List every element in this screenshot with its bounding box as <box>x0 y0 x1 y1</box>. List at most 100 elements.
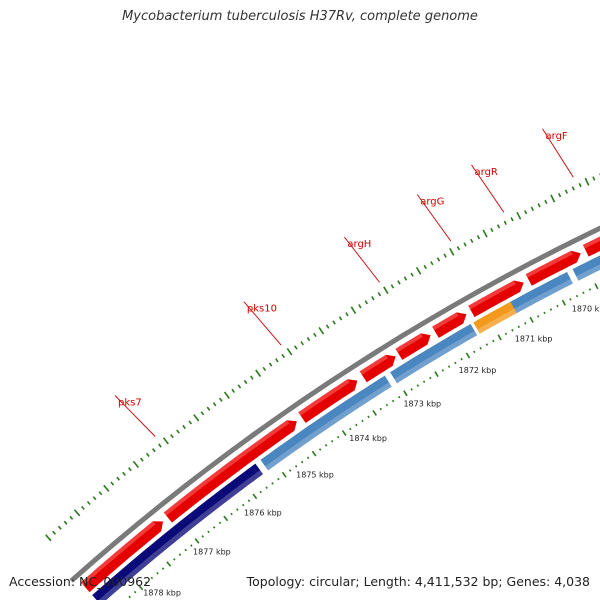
scale-tick <box>133 590 137 594</box>
scale-tick <box>479 346 482 350</box>
gene-leader-line <box>471 164 505 213</box>
scale-tick <box>281 353 285 359</box>
kbp-label: 1873 kbp <box>403 399 441 408</box>
scale-tick <box>403 390 408 397</box>
gene-leader-line <box>416 194 452 242</box>
scale-tick <box>275 358 279 363</box>
scale-tick <box>86 500 91 506</box>
forward-gene-block <box>395 333 431 360</box>
scale-tick <box>116 476 121 481</box>
scale-tick <box>243 379 248 385</box>
scale-tick <box>447 365 451 368</box>
scale-tick <box>398 395 401 399</box>
scale-tick <box>318 448 322 451</box>
scale-tick <box>138 584 144 591</box>
scale-tick <box>449 248 455 256</box>
scale-tick <box>544 199 548 205</box>
scale-tick <box>294 465 298 468</box>
scale-tick <box>434 371 439 378</box>
scale-tick <box>156 571 159 575</box>
scale-tick <box>592 176 596 181</box>
accession-text: Accession: NC_000962 <box>9 574 152 589</box>
scale-tick <box>364 300 369 305</box>
scale-tick <box>173 558 176 561</box>
scale-tick <box>470 238 474 243</box>
scale-tick <box>391 399 395 403</box>
scale-tick <box>188 420 193 425</box>
scale-tick <box>218 397 223 402</box>
kbp-label: 1870 kbp <box>572 305 600 314</box>
scale-tick <box>330 439 334 443</box>
scale-tick <box>383 286 389 295</box>
scale-tick <box>410 388 413 391</box>
reverse-gene-block <box>473 301 517 334</box>
scale-tick <box>288 469 292 472</box>
scale-tick <box>575 294 579 298</box>
genome-title: Mycobacterium tuberculosis H37Rv, comple… <box>122 9 478 24</box>
scale-tick <box>294 345 298 350</box>
reverse-strand-track <box>92 255 600 600</box>
scale-tick <box>268 362 273 367</box>
scale-tick <box>578 182 582 188</box>
scale-tick <box>336 435 340 439</box>
scale-tick <box>194 538 200 544</box>
scale-tick <box>564 189 569 194</box>
scale-tick <box>281 471 287 478</box>
genome-stats-text: Topology: circular; Length: 4,411,532 bp… <box>246 574 590 589</box>
scale-tick <box>139 457 144 462</box>
scale-tick <box>460 357 463 361</box>
scale-tick <box>52 530 57 535</box>
scale-tick <box>422 380 426 384</box>
scale-tick <box>206 406 211 411</box>
scale-tick <box>561 299 567 306</box>
scale-tick <box>463 242 467 247</box>
scale-tick <box>182 424 186 430</box>
scale-tick <box>259 490 262 494</box>
scale-tick <box>482 229 488 238</box>
scale-tick <box>128 595 131 599</box>
scale-tick <box>122 471 126 476</box>
scale-tick <box>73 509 81 517</box>
kbp-label: 1872 kbp <box>459 366 497 375</box>
scale-tick <box>241 503 245 507</box>
scale-tick <box>110 481 115 486</box>
scale-tick <box>510 217 514 222</box>
scale-tick <box>200 411 205 416</box>
scale-tick <box>250 375 254 380</box>
gene-label-pks10: pks10 <box>247 304 277 315</box>
scale-tick <box>98 491 103 496</box>
scale-tick <box>300 341 304 346</box>
scale-tick <box>166 561 172 567</box>
inner-tick-marks <box>45 173 600 542</box>
scale-tick <box>69 515 74 520</box>
scale-tick <box>490 227 494 233</box>
gene-leader-line <box>344 236 380 283</box>
gene-label-argg: argG <box>420 197 444 208</box>
scale-tick <box>529 316 534 323</box>
scale-tick <box>332 320 336 325</box>
scale-tick <box>456 246 461 251</box>
scale-tick <box>265 486 268 489</box>
scale-tick <box>223 391 230 399</box>
forward-strand-track <box>80 236 600 593</box>
scale-tick <box>516 211 522 220</box>
scale-tick <box>237 384 242 389</box>
scale-tick <box>306 336 311 342</box>
scale-tick <box>324 444 328 447</box>
scale-tick <box>410 272 414 277</box>
scale-tick <box>358 304 362 309</box>
scale-tick <box>218 521 222 525</box>
scale-tick <box>345 312 349 317</box>
scale-tick <box>524 322 527 325</box>
scale-tick <box>176 429 180 434</box>
scale-tick <box>158 443 162 448</box>
scale-tick <box>430 261 434 266</box>
scale-tick <box>423 264 427 270</box>
scale-tick <box>80 505 85 510</box>
scale-tick <box>190 544 193 547</box>
scale-tick <box>473 350 476 354</box>
forward-gene-block <box>525 250 581 286</box>
gene-labels: argF argR argG argH pks10 pks7 <box>118 131 568 409</box>
scale-tick <box>523 210 528 215</box>
